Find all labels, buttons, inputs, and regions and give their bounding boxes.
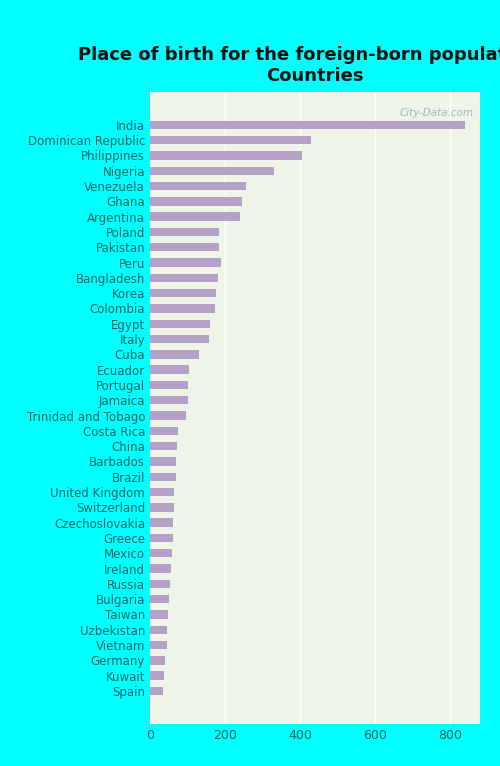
Bar	[150, 258, 221, 267]
Bar	[150, 595, 169, 604]
Bar	[150, 136, 311, 144]
Bar	[150, 289, 216, 297]
Bar	[150, 641, 166, 650]
Bar	[150, 503, 174, 512]
Bar	[150, 273, 218, 282]
Text: City-Data.com: City-Data.com	[400, 108, 473, 118]
Bar	[150, 611, 168, 619]
Bar	[150, 580, 170, 588]
Bar	[150, 243, 218, 251]
Bar	[150, 672, 164, 680]
Bar	[150, 396, 188, 404]
Bar	[150, 519, 174, 527]
Bar	[150, 442, 177, 450]
Bar	[150, 687, 163, 696]
Bar	[150, 335, 209, 343]
Bar	[150, 381, 188, 389]
Bar	[150, 626, 167, 634]
Bar	[150, 427, 178, 435]
Bar	[150, 197, 242, 205]
Bar	[150, 120, 465, 129]
Bar	[150, 473, 176, 481]
Bar	[150, 534, 172, 542]
Bar	[150, 151, 302, 159]
Bar	[150, 182, 246, 190]
Bar	[150, 319, 210, 328]
Bar	[150, 549, 172, 558]
Title: Place of birth for the foreign-born population -
Countries: Place of birth for the foreign-born popu…	[78, 46, 500, 85]
Bar	[150, 565, 171, 573]
Bar	[150, 365, 190, 374]
Bar	[150, 457, 176, 466]
Bar	[150, 350, 199, 358]
Bar	[150, 488, 174, 496]
Bar	[150, 304, 215, 313]
Bar	[150, 166, 274, 175]
Bar	[150, 411, 186, 420]
Bar	[150, 212, 240, 221]
Bar	[150, 656, 165, 665]
Bar	[150, 228, 220, 236]
